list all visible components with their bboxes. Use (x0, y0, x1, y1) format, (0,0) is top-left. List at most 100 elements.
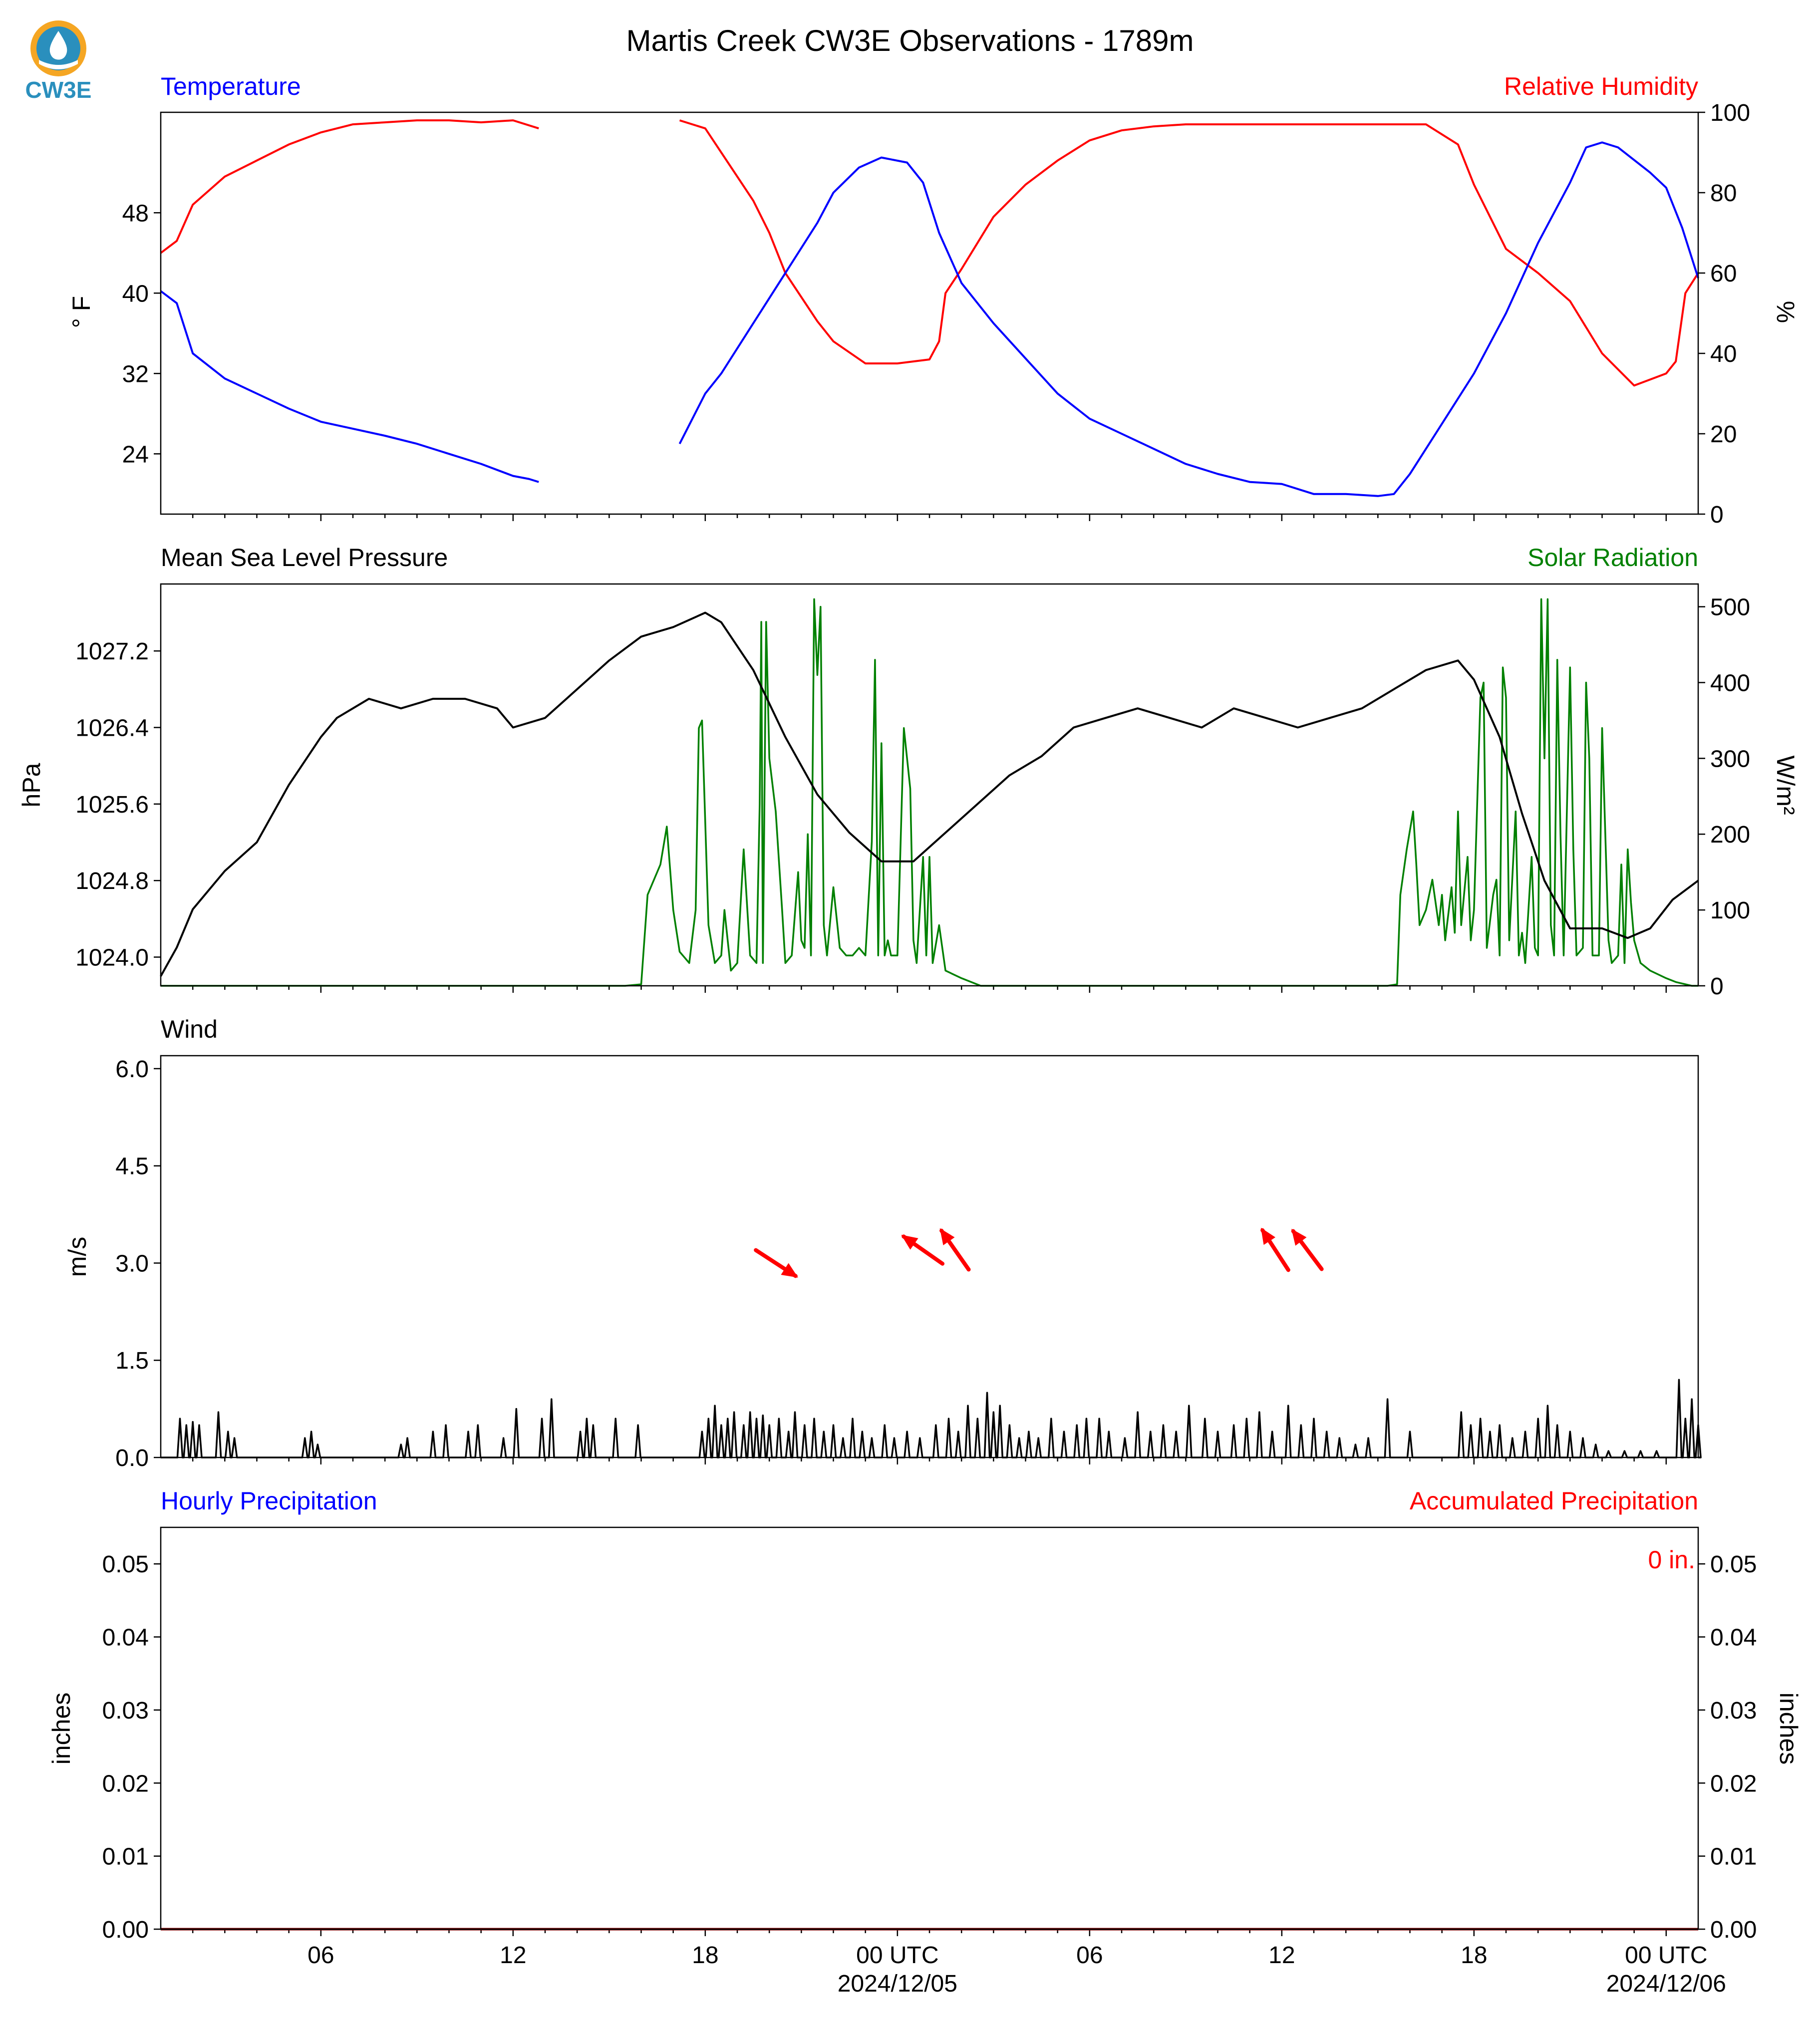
y-tick-label: 0.05 (102, 1551, 149, 1578)
y-tick-label: 0 (1710, 502, 1724, 528)
solar-axis-label: W/m² (1772, 755, 1800, 815)
pressure-solar-panel: Mean Sea Level Pressure Solar Radiation … (17, 544, 1800, 1000)
pressure-solar-series (160, 598, 1699, 987)
y-tick-label: 4.5 (115, 1154, 149, 1180)
wind-speed-axis: 0.0 1.5 3.0 4.5 6.0 (115, 1056, 161, 1471)
panel-frame (160, 1055, 1699, 1458)
temperature-humidity-panel: Temperature Relative Humidity ° F % 24 32… (67, 72, 1800, 528)
cw3e-logo: CW3E (25, 20, 91, 103)
y-tick-label: 24 (122, 441, 149, 468)
panel-frame (160, 583, 1699, 987)
y-tick-label: 400 (1710, 670, 1750, 696)
temperature-line (160, 290, 539, 483)
solar-title: Solar Radiation (1527, 544, 1698, 572)
hourly-precip-axis: 0.00 0.01 0.02 0.03 0.04 0.05 (102, 1551, 161, 1943)
date-label: 2024/12/05 (838, 1971, 957, 1997)
y-tick-label: 500 (1710, 594, 1750, 621)
y-tick-label: 1.5 (115, 1348, 149, 1374)
y-tick-label: 40 (122, 281, 149, 307)
humidity-axis-label: % (1772, 301, 1800, 323)
hourly-precip-axis-label: inches (47, 1693, 75, 1765)
precipitation-panel: Hourly Precipitation Accumulated Precipi… (47, 1487, 1803, 1943)
x-tick-label: 00 UTC (856, 1942, 938, 1969)
y-tick-label: 1024.8 (75, 868, 149, 894)
wind-direction-arrow (1291, 1228, 1324, 1271)
wind-arrow-head (1260, 1227, 1276, 1245)
figure-title: Martis Creek CW3E Observations - 1789m (626, 24, 1194, 57)
x-tick-label: 06 (307, 1942, 334, 1969)
solar-axis: 0 100 200 300 400 500 (1698, 594, 1750, 1000)
x-tick-label: 12 (1268, 1942, 1295, 1969)
wind-direction-arrow (754, 1248, 798, 1278)
wind-direction-arrow (939, 1228, 971, 1272)
x-tick-label: 00 UTC (1625, 1942, 1707, 1969)
humidity-line (679, 119, 1699, 387)
y-tick-label: 0.01 (1710, 1844, 1757, 1870)
y-tick-label: 1025.6 (75, 792, 149, 818)
y-tick-label: 0.00 (102, 1917, 149, 1943)
temperature-humidity-series (160, 119, 1699, 497)
solar-radiation-line (161, 598, 1698, 987)
y-tick-label: 60 (1710, 261, 1737, 287)
y-tick-label: 1026.4 (75, 715, 149, 742)
y-tick-label: 1027.2 (75, 638, 149, 665)
wind-direction-arrow (901, 1234, 945, 1266)
y-tick-label: 300 (1710, 746, 1750, 772)
y-tick-label: 0.04 (1710, 1625, 1757, 1651)
wind-panel: Wind m/s 0.0 1.5 3.0 4.5 6.0 (63, 1015, 1702, 1471)
hourly-precip-title: Hourly Precipitation (161, 1487, 377, 1515)
water-drop-icon (30, 20, 86, 76)
y-tick-label: 100 (1710, 897, 1750, 924)
y-tick-label: 0.05 (1710, 1551, 1757, 1578)
y-tick-label: 0.0 (115, 1445, 149, 1471)
accum-precip-axis-label: inches (1775, 1693, 1803, 1765)
wind-series (161, 1227, 1702, 1458)
y-tick-label: 200 (1710, 822, 1750, 848)
temperature-axis-label: ° F (67, 296, 95, 328)
humidity-title: Relative Humidity (1504, 72, 1698, 100)
panel-frame (160, 1526, 1699, 1930)
time-ticks (192, 514, 1667, 521)
y-tick-label: 0.02 (1710, 1770, 1757, 1797)
wind-arrow-head (1291, 1228, 1307, 1246)
y-tick-label: 48 (122, 200, 149, 227)
y-tick-label: 100 (1710, 100, 1750, 126)
temperature-line (678, 141, 1699, 497)
wind-arrow-head (939, 1228, 955, 1245)
y-tick-label: 40 (1710, 341, 1737, 367)
wind-title: Wind (161, 1015, 218, 1043)
date-label: 2024/12/06 (1606, 1971, 1726, 1997)
y-tick-label: 0.01 (102, 1844, 149, 1870)
wind-speed-line (161, 1379, 1702, 1458)
wind-axis-label: m/s (63, 1237, 91, 1277)
accum-total-label: 0 in. (1648, 1546, 1695, 1574)
y-tick-label: 0 (1710, 973, 1724, 1000)
y-tick-label: 20 (1710, 421, 1737, 448)
y-tick-label: 3.0 (115, 1250, 149, 1277)
panel-frame (160, 111, 1699, 515)
x-tick-label: 18 (692, 1942, 718, 1969)
y-tick-label: 0.03 (1710, 1698, 1757, 1724)
y-tick-label: 80 (1710, 180, 1737, 207)
y-tick-label: 0.03 (102, 1698, 149, 1724)
y-tick-label: 0.04 (102, 1625, 149, 1651)
humidity-axis: 0 20 40 60 80 100 (1698, 100, 1750, 528)
pressure-axis-label: hPa (17, 763, 45, 807)
wind-direction-arrow (1260, 1227, 1290, 1272)
x-tick-label: 12 (500, 1942, 526, 1969)
y-tick-label: 0.00 (1710, 1917, 1757, 1943)
y-tick-label: 32 (122, 361, 149, 387)
accum-precip-axis: 0.00 0.01 0.02 0.03 0.04 0.05 (1698, 1551, 1757, 1943)
x-tick-label: 06 (1076, 1942, 1103, 1969)
y-tick-label: 6.0 (115, 1056, 149, 1083)
accum-precip-title: Accumulated Precipitation (1410, 1487, 1698, 1515)
wind-arrow-head (781, 1263, 798, 1278)
x-tick-label: 18 (1461, 1942, 1487, 1969)
y-tick-label: 0.02 (102, 1770, 149, 1797)
pressure-title: Mean Sea Level Pressure (161, 544, 448, 572)
y-tick-label: 1024.0 (75, 945, 149, 971)
wind-arrow-head (901, 1234, 918, 1250)
time-ticks (192, 1457, 1667, 1464)
temperature-axis: 24 32 40 48 (122, 200, 161, 468)
